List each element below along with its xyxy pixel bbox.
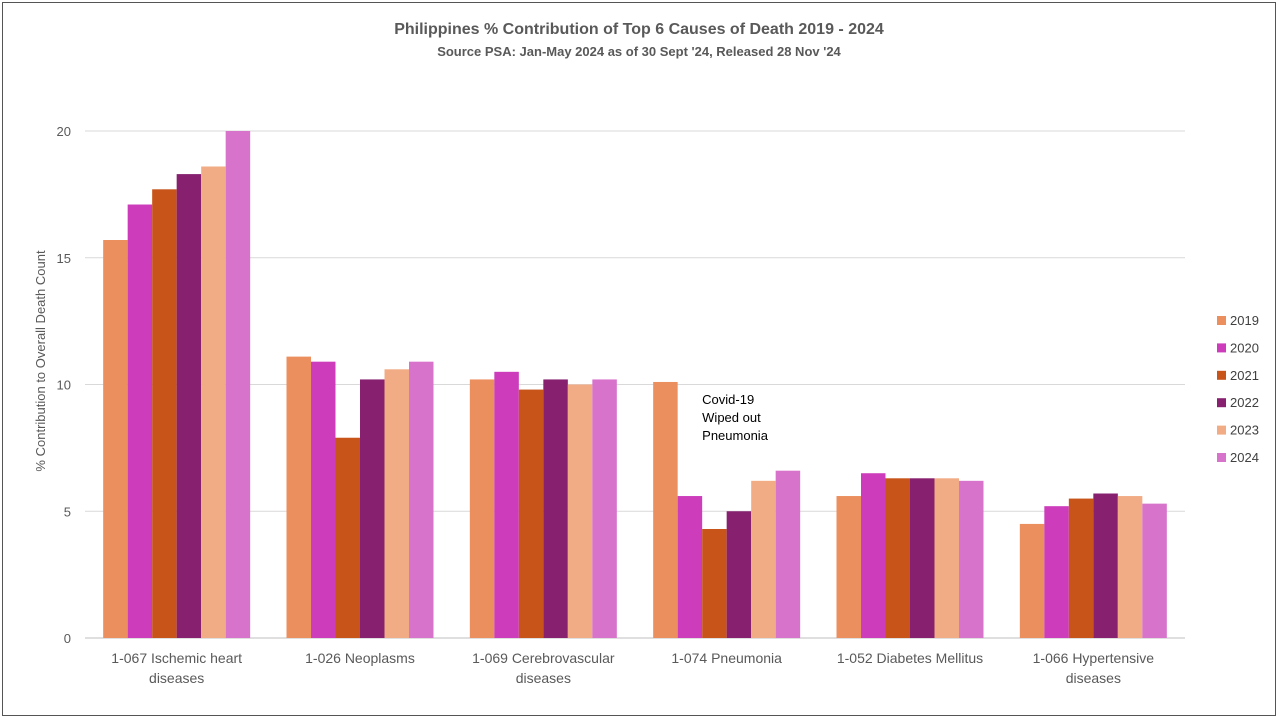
bar-2019 bbox=[1019, 523, 1045, 638]
bar-2022 bbox=[910, 478, 935, 638]
chart-svg: Philippines % Contribution of Top 6 Caus… bbox=[33, 21, 1259, 686]
bar-2022 bbox=[543, 379, 568, 638]
bar-2022 bbox=[726, 511, 752, 638]
y-axis-ticks: 0 5 10 15 20 bbox=[57, 124, 71, 646]
annotation-line: Pneumonia bbox=[702, 428, 769, 443]
category-label: 1-066 Hypertensive bbox=[1033, 650, 1155, 666]
bar-2024 bbox=[775, 470, 801, 638]
legend-label: 2019 bbox=[1230, 313, 1259, 328]
legend-swatch bbox=[1217, 398, 1226, 408]
bar-2020 bbox=[677, 496, 703, 638]
bar-2024 bbox=[1142, 503, 1167, 638]
bar-2021 bbox=[1068, 498, 1094, 638]
y-tick-label: 10 bbox=[57, 378, 71, 393]
y-tick-label: 15 bbox=[57, 251, 71, 266]
bar-2019 bbox=[286, 356, 311, 638]
legend-swatch bbox=[1217, 343, 1226, 353]
y-axis-label: % Contribution to Overall Death Count bbox=[33, 250, 48, 472]
legend-label: 2021 bbox=[1230, 368, 1259, 383]
bar-2021 bbox=[518, 389, 544, 638]
bar-2023 bbox=[567, 384, 593, 638]
category-label: 1-026 Neoplasms bbox=[305, 650, 415, 666]
category-label: diseases bbox=[1066, 670, 1121, 686]
bar-2022 bbox=[360, 379, 385, 638]
bar-2020 bbox=[127, 204, 153, 638]
bar-2022 bbox=[176, 174, 202, 638]
category-label: 1-069 Cerebrovascular bbox=[472, 650, 615, 666]
legend-swatch bbox=[1217, 425, 1226, 435]
bar-2019 bbox=[653, 381, 678, 638]
bar-2023 bbox=[751, 480, 776, 638]
y-tick-label: 5 bbox=[64, 504, 71, 519]
x-axis-categories: 1-067 Ischemic heart diseases 1-026 Neopla… bbox=[111, 650, 1154, 686]
category-label: 1-067 Ischemic heart bbox=[111, 650, 242, 666]
bar-2019 bbox=[836, 496, 861, 638]
bar-2020 bbox=[861, 473, 886, 638]
bar-2024 bbox=[409, 361, 434, 638]
bar-2020 bbox=[311, 361, 336, 638]
bar-2020 bbox=[1044, 506, 1069, 638]
bar-2024 bbox=[592, 379, 617, 638]
bar-2023 bbox=[384, 369, 409, 638]
bar-2022 bbox=[1093, 493, 1118, 638]
category-label: diseases bbox=[516, 670, 571, 686]
category-label: diseases bbox=[149, 670, 204, 686]
chart-subtitle: Source PSA: Jan-May 2024 as of 30 Sept '… bbox=[437, 44, 841, 59]
bars bbox=[103, 131, 1167, 639]
y-tick-label: 0 bbox=[64, 631, 71, 646]
y-tick-label: 20 bbox=[57, 124, 71, 139]
annotation-line: Covid-19 bbox=[702, 392, 754, 407]
bar-2023 bbox=[934, 478, 959, 638]
legend: 2019 2020 2021 2022 2023 2024 bbox=[1217, 313, 1259, 465]
bar-2024 bbox=[225, 131, 251, 638]
bar-2024 bbox=[959, 480, 984, 638]
chart-title: Philippines % Contribution of Top 6 Caus… bbox=[394, 21, 884, 38]
bar-2019 bbox=[103, 240, 128, 638]
legend-label: 2024 bbox=[1230, 450, 1259, 465]
legend-label: 2022 bbox=[1230, 395, 1259, 410]
gridlines bbox=[85, 130, 1185, 639]
legend-swatch bbox=[1217, 316, 1226, 325]
legend-label: 2023 bbox=[1230, 423, 1259, 438]
category-label: 1-074 Pneumonia bbox=[671, 650, 782, 666]
legend-label: 2020 bbox=[1230, 340, 1259, 355]
legend-swatch bbox=[1217, 453, 1226, 462]
bar-2019 bbox=[469, 379, 495, 638]
bar-2021 bbox=[335, 437, 360, 638]
bar-2020 bbox=[494, 371, 519, 638]
bar-2023 bbox=[1117, 496, 1143, 638]
bar-2021 bbox=[885, 478, 910, 638]
legend-swatch bbox=[1217, 370, 1226, 380]
category-label: 1-052 Diabetes Mellitus bbox=[837, 650, 983, 666]
annotation-line: Wiped out bbox=[702, 410, 761, 425]
bar-2021 bbox=[702, 528, 727, 638]
bar-2021 bbox=[152, 189, 177, 638]
bar-2023 bbox=[201, 166, 226, 639]
annotation-covid: Covid-19 Wiped out Pneumonia bbox=[702, 392, 769, 443]
